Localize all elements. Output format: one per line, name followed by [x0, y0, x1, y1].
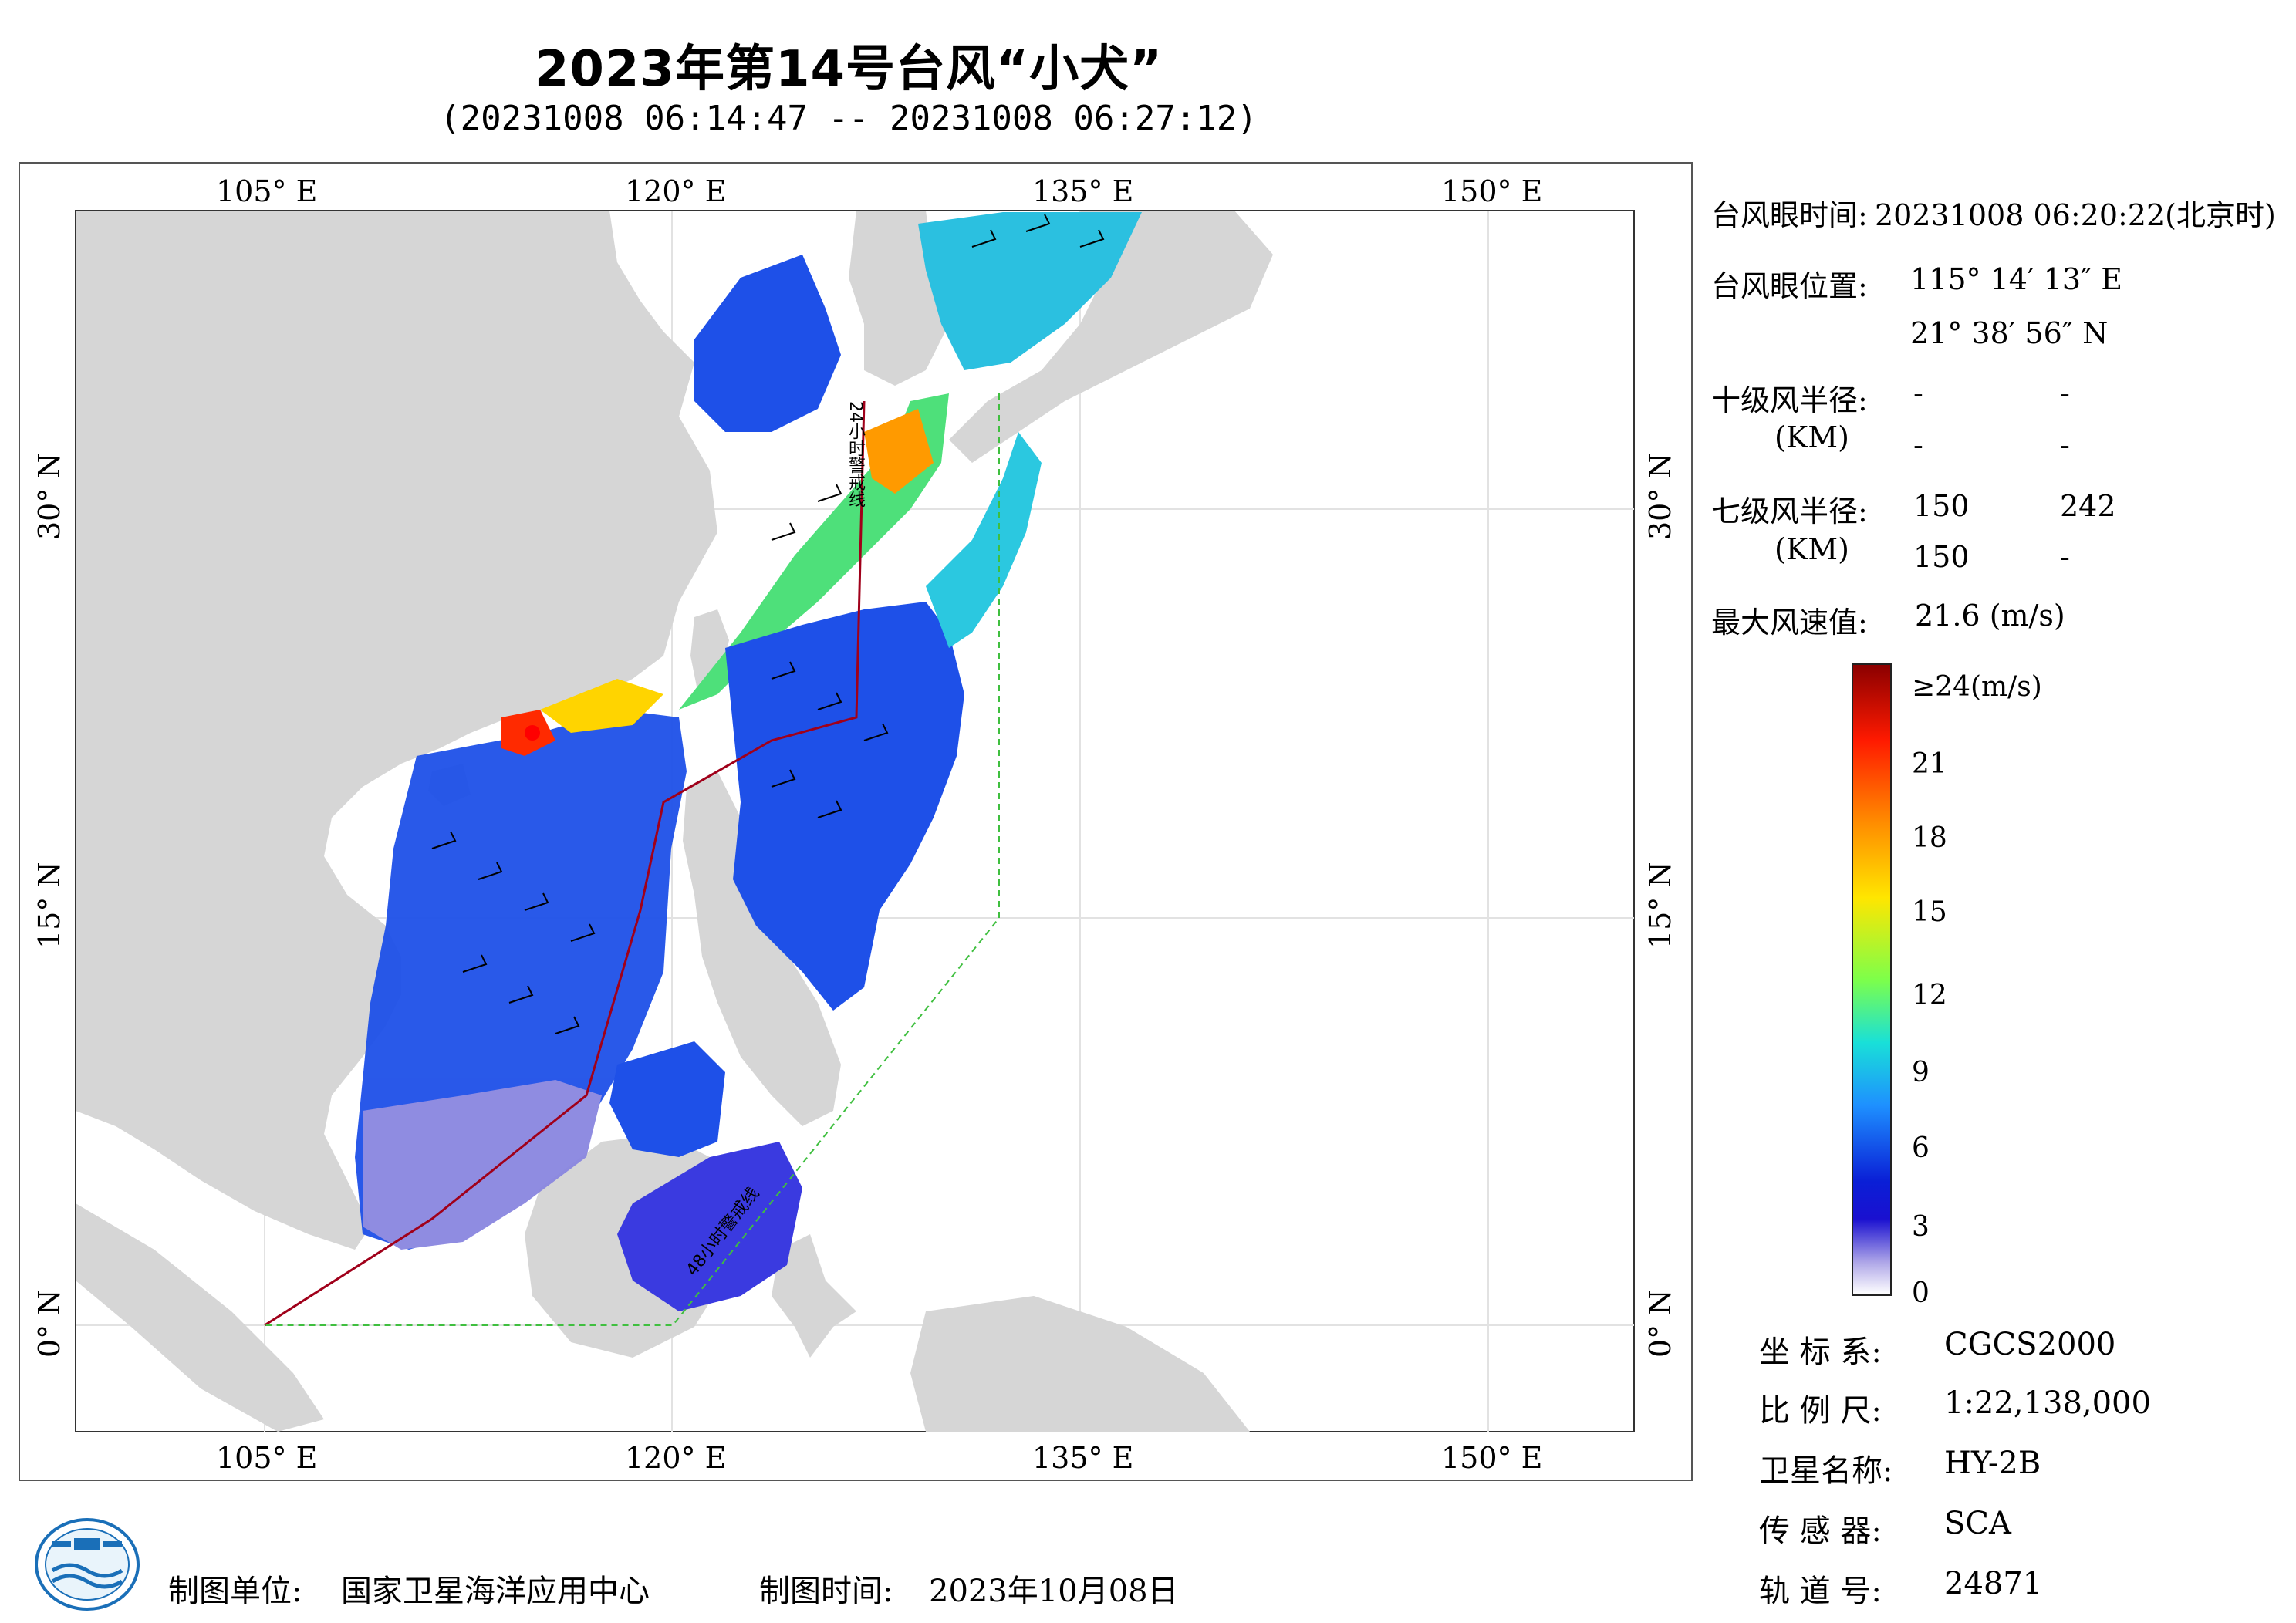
- land: [76, 211, 1273, 1432]
- legend-tick-6: 6: [1912, 1132, 1930, 1164]
- r7-label: 七级风半径:: [1711, 494, 1868, 528]
- swath-celebes: [609, 1041, 725, 1157]
- orbit-value: 24871: [1944, 1566, 2043, 1601]
- coord-system-label: 坐 标 系:: [1759, 1335, 1882, 1370]
- r10-value-2: -: [2060, 376, 2070, 410]
- wind-swath-east-china-sea: [501, 393, 949, 756]
- lon-tick-top-120: 120° E: [625, 174, 727, 208]
- legend-tick-15: 15: [1912, 896, 1947, 928]
- sensor-value: SCA: [1944, 1506, 2011, 1541]
- map-frame: [19, 162, 1693, 1481]
- land-asia-mainland: [76, 211, 718, 1250]
- org-label: 制图单位:: [168, 1574, 302, 1609]
- swath-wp-edge: [926, 432, 1042, 648]
- lat-tick-left-30: 30° N: [32, 453, 66, 540]
- land-sulawesi: [772, 1234, 856, 1358]
- land-new-guinea: [910, 1296, 1250, 1432]
- page-title: 2023年第14号台风“小犬”: [534, 41, 1163, 98]
- lon-tick-bottom-105: 105° E: [216, 1441, 318, 1475]
- r7-unit: (KM): [1774, 532, 1849, 566]
- land-japan: [949, 211, 1273, 463]
- r7-value-2: 242: [2060, 489, 2116, 523]
- lon-tick-bottom-120: 120° E: [625, 1441, 727, 1475]
- eye-time-value: 20231008 06:20:22(北京时): [1875, 198, 2276, 232]
- max-wind-value: 21.6 (m/s): [1915, 599, 2065, 633]
- lat-tick-right-15: 15° N: [1643, 862, 1677, 949]
- r10-value-1: -: [1913, 376, 1923, 410]
- lon-tick-bottom-135: 135° E: [1032, 1441, 1134, 1475]
- r10-unit: (KM): [1774, 420, 1849, 454]
- lat-tick-left-0: 0° N: [32, 1289, 66, 1358]
- r7-value-4: -: [2060, 540, 2070, 574]
- swath-moluccas: [617, 1142, 802, 1311]
- wind-swath-yellow-sea: [694, 212, 1142, 432]
- legend-tick-18: 18: [1912, 822, 1947, 854]
- legend-tick-21: 21: [1912, 748, 1947, 780]
- lon-tick-top-105: 105° E: [216, 174, 318, 208]
- warning-line-48h: [265, 393, 1000, 1326]
- lon-tick-bottom-150: 150° E: [1441, 1441, 1543, 1475]
- eye-time-label: 台风眼时间:: [1711, 198, 1868, 232]
- swath-scs-low: [363, 1080, 602, 1250]
- orbit-label: 轨 道 号:: [1759, 1574, 1882, 1609]
- made-time-label: 制图时间:: [759, 1574, 893, 1609]
- wind-speed-colorbar: [1852, 663, 1892, 1296]
- land-philippines: [683, 771, 841, 1126]
- org-value: 国家卫星海洋应用中心: [341, 1574, 650, 1609]
- legend-tick-3: 3: [1912, 1211, 1930, 1243]
- legend-tick-0: 0: [1912, 1277, 1930, 1309]
- nsoas-logo: [35, 1518, 140, 1611]
- warning-24h-label: 24小时警戒线: [846, 401, 865, 508]
- coord-system-value: CGCS2000: [1944, 1327, 2116, 1362]
- land-sumatra: [76, 1203, 324, 1432]
- r7-value-3: 150: [1913, 540, 1970, 574]
- r10-value-3: -: [1913, 428, 1923, 462]
- wind-barbs: [431, 214, 1105, 1034]
- lon-tick-top-135: 135° E: [1032, 174, 1134, 208]
- r7-value-1: 150: [1913, 489, 1970, 523]
- eye-lon-value: 115° 14′ 13″ E: [1910, 262, 2123, 296]
- lat-tick-left-15: 15° N: [32, 862, 66, 949]
- eye-lat-value: 21° 38′ 56″ N: [1910, 316, 2109, 350]
- time-range-subtitle: (20231008 06:14:47 -- 20231008 06:27:12): [440, 99, 1258, 138]
- made-time-value: 2023年10月08日: [929, 1574, 1179, 1609]
- lat-tick-right-30: 30° N: [1643, 453, 1677, 540]
- scale-label: 比 例 尺:: [1759, 1393, 1882, 1429]
- swath-core-ring: [540, 679, 663, 733]
- max-wind-label: 最大风速值:: [1711, 606, 1868, 639]
- wind-swath-celebes: [609, 1041, 802, 1311]
- eye-position-label: 台风眼位置:: [1711, 269, 1868, 303]
- lon-tick-top-150: 150° E: [1441, 174, 1543, 208]
- typhoon-eye-marker: [525, 725, 540, 741]
- legend-tick-12: 12: [1912, 980, 1947, 1011]
- scale-value: 1:22,138,000: [1944, 1385, 2151, 1421]
- lat-tick-right-0: 0° N: [1643, 1289, 1677, 1358]
- sensor-label: 传 感 器:: [1759, 1513, 1882, 1549]
- satellite-value: HY-2B: [1944, 1446, 2041, 1481]
- satellite-label: 卫星名称:: [1759, 1453, 1893, 1489]
- legend-tick-9: 9: [1912, 1057, 1930, 1088]
- wind-swath-south-china-sea: [355, 710, 687, 1250]
- typhoon-track: [264, 400, 866, 1327]
- r10-label: 十级风半径:: [1711, 383, 1868, 417]
- wind-swath-western-pacific: [725, 432, 1042, 1011]
- swath-ecs-hot: [864, 409, 934, 494]
- swath-sea-of-japan: [918, 212, 1142, 370]
- r10-value-4: -: [2060, 428, 2070, 462]
- swath-ys: [694, 255, 841, 432]
- swath-wp: [725, 602, 964, 1011]
- legend-top-label: ≥24(m/s): [1912, 671, 2042, 703]
